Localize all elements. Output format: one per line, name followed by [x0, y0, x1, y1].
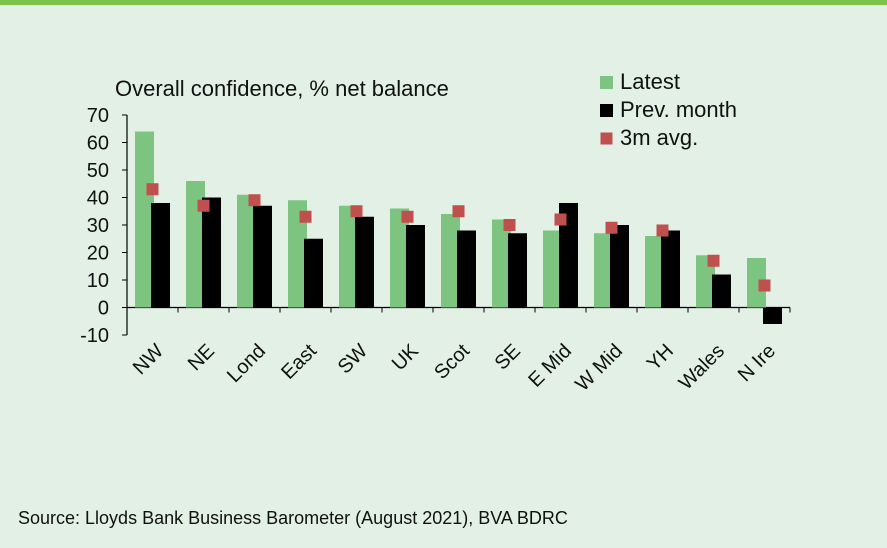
marker-3m-avg-se: [503, 219, 516, 231]
bar-latest-uk: [390, 208, 409, 308]
x-tick-label: Lond: [223, 340, 270, 387]
marker-3m-avg-scot: [452, 205, 465, 218]
marker-3m-avg-nw: [146, 183, 159, 196]
y-tick-label: 10: [87, 270, 109, 292]
y-tick-label: 60: [87, 133, 109, 155]
x-tick-label: East: [277, 340, 321, 384]
marker-3m-avg-uk: [401, 210, 414, 223]
marker-3m-avg-wales: [707, 254, 720, 267]
legend-label: Prev. month: [620, 97, 737, 122]
bar-prev-month-w-mid: [610, 225, 629, 308]
source-note: Source: Lloyds Bank Business Barometer (…: [18, 508, 568, 528]
x-tick-label: Scot: [430, 340, 474, 384]
bar-prev-month-lond: [253, 205, 272, 308]
marker-3m-avg-n-ire: [758, 279, 771, 292]
x-tick-label: W Mid: [571, 340, 627, 396]
bar-prev-month-ne: [202, 197, 221, 308]
x-tick-label: Wales: [675, 340, 729, 394]
legend-label: Latest: [620, 69, 680, 94]
bar-latest-lond: [237, 194, 256, 308]
marker-3m-avg-w-mid: [605, 221, 618, 234]
x-tick-label: UK: [388, 340, 424, 376]
bar-prev-month-sw: [355, 216, 374, 308]
bar-prev-month-e-mid: [559, 203, 578, 308]
y-tick-label: -10: [80, 325, 109, 347]
y-tick-label: 50: [87, 160, 109, 182]
y-axis: 70 60 50 40 30 20 10 0 -10: [80, 105, 128, 347]
x-tick-label: NE: [184, 340, 219, 375]
bar-prev-month-nw: [151, 203, 170, 308]
legend-swatch: [600, 76, 613, 89]
x-axis: [126, 306, 791, 313]
marker-3m-avg-yh: [656, 224, 669, 237]
marker-3m-avg-lond: [248, 194, 261, 207]
bar-latest-se: [492, 219, 511, 308]
marker-3m-avg-sw: [350, 205, 363, 218]
bar-prev-month-wales: [712, 274, 731, 308]
bar-latest-n-ire: [747, 258, 766, 308]
x-tick-label: SW: [334, 340, 372, 378]
bar-prev-month-scot: [457, 230, 476, 308]
x-tick-label: E Mid: [524, 340, 576, 392]
bar-latest-east: [288, 200, 307, 308]
legend: Latest Prev. month 3m avg.: [600, 69, 737, 150]
x-tick-label: SE: [491, 340, 525, 374]
bars-group: [135, 131, 782, 324]
y-tick-label: 30: [87, 215, 109, 237]
bar-latest-w-mid: [594, 233, 613, 308]
x-tick-label: YH: [643, 340, 678, 375]
legend-label: 3m avg.: [620, 125, 698, 150]
x-tick-label: N Ire: [734, 340, 780, 386]
marker-3m-avg-east: [299, 210, 312, 223]
bar-latest-scot: [441, 214, 460, 308]
bar-latest-wales: [696, 255, 715, 308]
bar-prev-month-se: [508, 233, 527, 308]
bar-latest-yh: [645, 236, 664, 308]
bar-prev-month-n-ire: [763, 307, 782, 324]
y-tick-label: 0: [98, 298, 109, 320]
legend-swatch: [600, 132, 613, 145]
bar-prev-month-yh: [661, 230, 680, 308]
marker-3m-avg-ne: [197, 199, 210, 212]
marker-3m-avg-e-mid: [554, 213, 567, 226]
y-tick-label: 20: [87, 243, 109, 265]
chart-title: Overall confidence, % net balance: [115, 76, 449, 101]
top-accent-rule: [0, 0, 887, 5]
bar-latest-ne: [186, 181, 205, 308]
markers-group: [146, 183, 771, 292]
x-tick-label: NW: [129, 340, 168, 379]
bar-latest-sw: [339, 205, 358, 308]
y-tick-label: 40: [87, 188, 109, 210]
bar-prev-month-uk: [406, 225, 425, 308]
bar-latest-nw: [135, 131, 154, 308]
bar-prev-month-east: [304, 238, 323, 308]
bar-latest-e-mid: [543, 230, 562, 308]
legend-swatch: [600, 104, 613, 117]
y-tick-label: 70: [87, 105, 109, 127]
